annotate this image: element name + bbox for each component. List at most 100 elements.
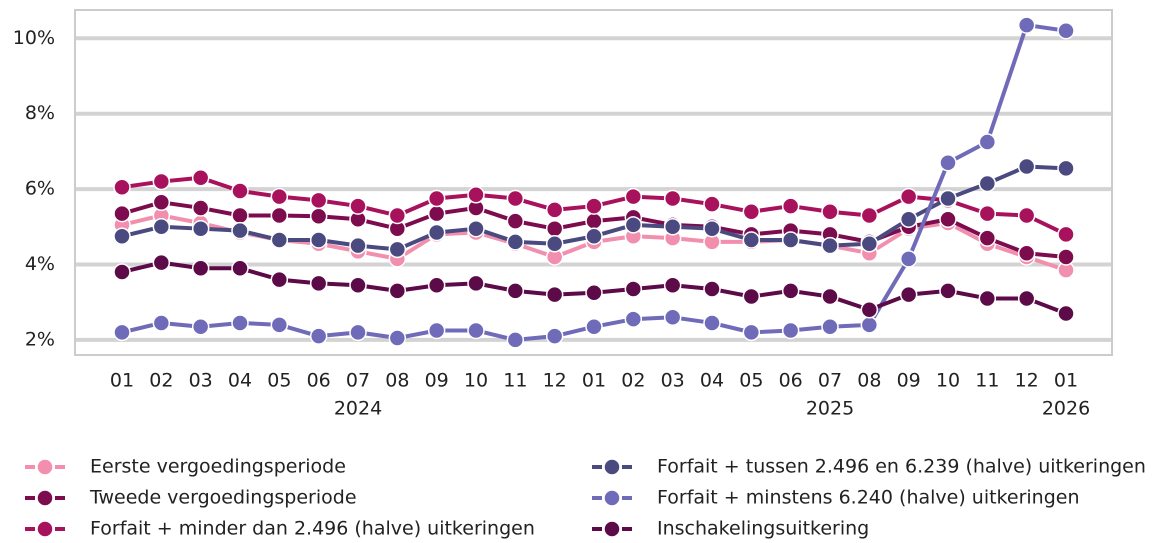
point — [309, 231, 328, 249]
point — [152, 218, 171, 236]
point — [270, 316, 289, 334]
point — [467, 219, 485, 238]
point — [781, 321, 800, 340]
point — [978, 229, 997, 247]
point — [742, 202, 761, 221]
point — [585, 317, 603, 336]
legend-marker — [603, 458, 621, 476]
legend-label: Forfait + minder dan 2.496 (halve) uitke… — [90, 518, 535, 540]
point — [191, 219, 210, 238]
point — [585, 197, 603, 215]
point — [349, 323, 367, 342]
point — [781, 231, 800, 249]
point — [821, 236, 839, 255]
point — [663, 218, 682, 236]
point — [742, 231, 761, 249]
year-label: 2024 — [334, 398, 382, 420]
point — [781, 282, 800, 300]
x-tick-label: 11 — [975, 370, 999, 392]
point — [899, 250, 918, 268]
point — [899, 187, 918, 206]
point — [427, 223, 446, 242]
x-tick-label: 11 — [503, 370, 527, 392]
x-tick-label: 10 — [936, 370, 960, 392]
point — [545, 327, 564, 345]
point — [545, 201, 564, 219]
x-tick-label: 01 — [110, 370, 134, 392]
point — [703, 280, 721, 298]
year-label: 2025 — [806, 398, 854, 420]
y-tick-label: 8% — [25, 102, 55, 124]
point — [349, 276, 367, 294]
x-tick-label: 08 — [385, 370, 409, 392]
point — [270, 206, 289, 225]
point — [231, 314, 249, 332]
point — [939, 210, 957, 229]
point — [545, 219, 564, 238]
point — [742, 323, 761, 342]
point — [388, 240, 407, 259]
point — [388, 329, 407, 347]
x-tick-label: 06 — [307, 370, 331, 392]
x-tick-label: 08 — [857, 370, 881, 392]
point — [742, 287, 761, 306]
legend-label: Inschakelingsuitkering — [657, 518, 869, 540]
legend-label: Forfait + tussen 2.496 en 6.239 (halve) … — [657, 456, 1146, 478]
point — [231, 182, 249, 200]
point — [191, 199, 210, 217]
point — [231, 206, 249, 225]
x-tick-label: 05 — [739, 370, 763, 392]
x-tick-label: 01 — [1054, 370, 1078, 392]
x-tick-label: 05 — [267, 370, 291, 392]
point — [585, 212, 603, 230]
y-tick-label: 10% — [13, 27, 55, 49]
point — [939, 153, 957, 172]
point — [191, 169, 210, 187]
point — [545, 285, 564, 304]
point — [585, 284, 603, 302]
point — [1057, 159, 1075, 178]
point — [309, 191, 328, 210]
point — [939, 282, 957, 300]
x-tick-label: 06 — [779, 370, 803, 392]
x-tick-label: 12 — [1015, 370, 1039, 392]
point — [624, 280, 643, 298]
point — [545, 235, 564, 253]
point — [388, 206, 407, 225]
point — [113, 263, 131, 281]
point — [113, 204, 131, 223]
point — [270, 187, 289, 206]
point — [1017, 289, 1036, 308]
legend-marker — [36, 458, 54, 476]
point — [1017, 244, 1036, 262]
point — [467, 274, 485, 293]
point — [663, 189, 682, 208]
legend-label: Tweede vergoedingsperiode — [89, 487, 357, 509]
legend-marker — [603, 520, 621, 538]
point — [703, 219, 721, 238]
legend-marker — [603, 489, 621, 507]
point — [1057, 21, 1075, 40]
y-tick-label: 4% — [25, 253, 55, 275]
point — [663, 308, 682, 327]
point — [624, 187, 643, 206]
year-label: 2026 — [1042, 398, 1090, 420]
point — [191, 259, 210, 278]
point — [703, 314, 721, 332]
point — [309, 207, 328, 225]
point — [467, 321, 485, 340]
x-tick-label: 09 — [897, 370, 921, 392]
point — [899, 210, 918, 229]
point — [309, 274, 328, 293]
point — [978, 204, 997, 223]
legend-label: Eerste vergoedingsperiode — [90, 456, 346, 478]
point — [113, 227, 131, 245]
point — [1057, 304, 1075, 323]
point — [821, 202, 839, 221]
point — [152, 314, 171, 332]
point — [427, 189, 446, 208]
point — [427, 321, 446, 340]
x-tick-label: 09 — [425, 370, 449, 392]
x-tick-label: 02 — [621, 370, 645, 392]
